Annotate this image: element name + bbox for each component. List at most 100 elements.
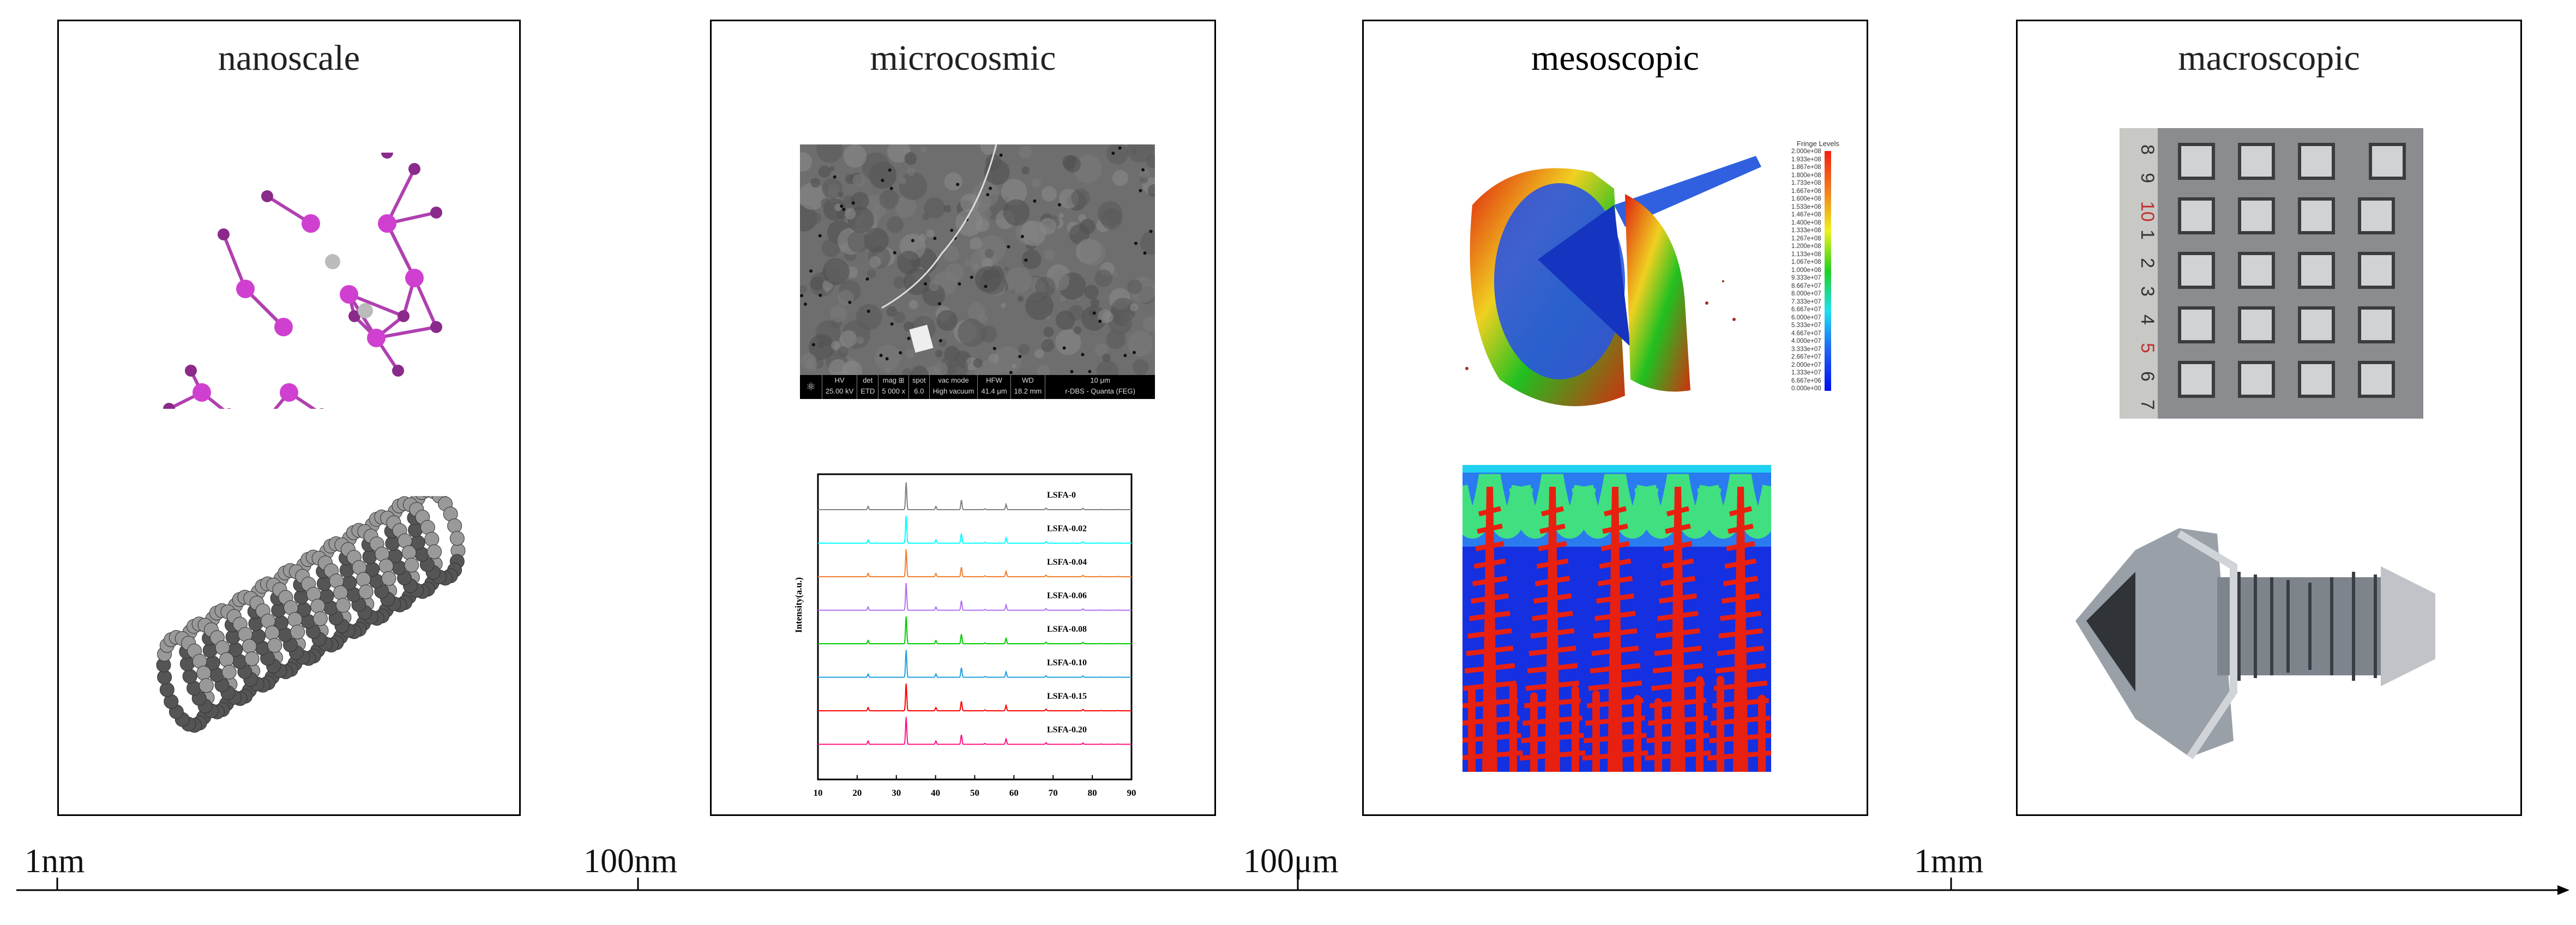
carbon-nanotube-image xyxy=(153,496,469,736)
fringe-level-label: 0.000e+00 xyxy=(1791,385,1821,393)
atom xyxy=(274,318,293,336)
fringe-level-label: 1.067e+08 xyxy=(1791,258,1821,267)
sem-scale-bar: 10 μm xyxy=(1049,375,1152,386)
panel-title: macroscopic xyxy=(2018,38,2520,79)
sample-cube xyxy=(2360,253,2393,287)
atom xyxy=(381,153,393,159)
atom xyxy=(398,310,410,322)
sem-field-key: det xyxy=(860,375,875,386)
fringe-level-label: 4.000e+07 xyxy=(1791,337,1821,346)
x-tick-label: 40 xyxy=(931,788,940,798)
sem-field-value: 41.4 μm xyxy=(981,386,1007,397)
atom xyxy=(261,190,273,202)
fringe-level-label: 1.133e+08 xyxy=(1791,251,1821,259)
atom xyxy=(316,408,328,409)
atom xyxy=(378,214,396,233)
atom xyxy=(185,365,197,377)
fringe-level-label: 1.200e+08 xyxy=(1791,243,1821,251)
printed-samples-photo: 8 9 10 1 2 3 4 5 6 7 xyxy=(2120,128,2423,419)
scale-label-1nm: 1nm xyxy=(25,842,85,881)
atom xyxy=(392,365,404,377)
fringe-level-label: 5.333e+07 xyxy=(1791,322,1821,330)
fringe-level-label: 8.000e+07 xyxy=(1791,290,1821,298)
fringe-title: Fringe Levels xyxy=(1797,140,1839,148)
fringe-level-label: 1.400e+08 xyxy=(1791,219,1821,227)
sample-cube xyxy=(2360,308,2393,342)
sem-field: det ETD xyxy=(857,375,878,399)
sem-field-key: mag ⊞ xyxy=(882,375,905,386)
series-label: LSFA-0.08 xyxy=(1047,625,1087,634)
series-line-LSFA-0 xyxy=(818,482,1131,510)
fringe-level-label: 1.333e+08 xyxy=(1791,227,1821,235)
fringe-level-label: 1.600e+08 xyxy=(1791,195,1821,203)
jet-engine-image xyxy=(2054,485,2448,788)
atom xyxy=(405,269,424,287)
sem-field: HFW 41.4 μm xyxy=(978,375,1010,399)
ruler-digit: 2 xyxy=(2137,258,2158,268)
sem-micrograph: ⚛ HV 25.00 kV det ETD mag ⊞ 5 000 x spot 6.0 vac… xyxy=(800,144,1155,399)
sem-instrument: r-DBS - Quanta (FEG) xyxy=(1049,386,1152,397)
sample-cube xyxy=(2360,362,2393,396)
ruler-digit: 1 xyxy=(2137,229,2158,240)
sem-field: WD 18.2 mm xyxy=(1011,375,1046,399)
x-tick-label: 20 xyxy=(852,788,862,798)
atom xyxy=(408,163,420,175)
fringe-level-label: 1.800e+08 xyxy=(1791,172,1821,180)
fringe-level-label: 2.667e+07 xyxy=(1791,353,1821,361)
fringe-colorbar xyxy=(1825,151,1831,391)
fringe-level-label: 1.533e+08 xyxy=(1791,203,1821,211)
atom xyxy=(280,383,298,402)
scale-label-100nm: 100nm xyxy=(583,842,677,881)
sample-cube xyxy=(2180,362,2213,396)
sem-scale: 10 μm r-DBS - Quanta (FEG) xyxy=(1045,375,1155,399)
atom xyxy=(302,214,320,233)
x-tick-label: 30 xyxy=(892,788,901,798)
sem-field-value: High vacuum xyxy=(933,386,974,397)
dendrite-phase-field-image xyxy=(1462,465,1771,772)
sample-cube xyxy=(2240,199,2273,233)
sample-cube xyxy=(2240,253,2273,287)
fringe-level-label: 6.000e+07 xyxy=(1791,314,1821,322)
series-label: LSFA-0.06 xyxy=(1047,591,1087,601)
fringe-level-label: 1.333e+07 xyxy=(1791,369,1821,377)
sem-field-key: spot xyxy=(912,375,926,386)
sem-field-key: HV xyxy=(826,375,853,386)
sem-field-value: 5 000 x xyxy=(882,386,905,397)
fringe-level-label: 1.000e+08 xyxy=(1791,267,1821,275)
series-label: LSFA-0.02 xyxy=(1047,524,1087,534)
sample-cube xyxy=(2180,144,2213,178)
fringe-level-label: 3.333e+07 xyxy=(1791,346,1821,354)
atom xyxy=(358,303,373,318)
sample-cube xyxy=(2300,308,2333,342)
y-axis-label: Intensity(a.u.) xyxy=(793,577,804,633)
fringe-level-label: 1.467e+08 xyxy=(1791,211,1821,219)
xrd-chart: 10 20 30 40 50 60 70 80 90 Intensity(a.u.) LSFA-0 L… xyxy=(785,469,1145,829)
series-label: LSFA-0.15 xyxy=(1047,692,1087,701)
fringe-level-label: 6.667e+06 xyxy=(1791,377,1821,385)
sample-cube xyxy=(2300,362,2333,396)
ruler-digit: 9 xyxy=(2137,173,2158,183)
atom xyxy=(223,408,235,409)
sem-field-key: vac mode xyxy=(933,375,974,386)
ruler-digit: 7 xyxy=(2137,400,2158,410)
sem-field-value: 25.00 kV xyxy=(826,386,853,397)
ruler-digit: 6 xyxy=(2137,371,2158,382)
panel-title: mesoscopic xyxy=(1364,38,1867,79)
series-label: LSFA-0.04 xyxy=(1047,558,1087,567)
series-label: LSFA-0 xyxy=(1047,491,1076,500)
sem-field-key: WD xyxy=(1014,375,1042,386)
x-tick-label: 70 xyxy=(1049,788,1058,798)
ruler-digit: 5 xyxy=(2137,343,2158,353)
series-label: LSFA-0.20 xyxy=(1047,726,1087,735)
fringe-level-label: 6.667e+07 xyxy=(1791,306,1821,314)
sample-cube xyxy=(2370,144,2404,178)
x-tick-label: 60 xyxy=(1009,788,1019,798)
sample-cube xyxy=(2240,308,2273,342)
atom xyxy=(367,329,386,347)
fringe-level-label: 7.333e+07 xyxy=(1791,298,1821,306)
fringe-level-label: 1.667e+08 xyxy=(1791,188,1821,196)
turbine-stress-simulation-image xyxy=(1450,140,1789,445)
sem-info-bar: ⚛ HV 25.00 kV det ETD mag ⊞ 5 000 x spot 6.0 vac… xyxy=(800,375,1155,399)
sem-field: mag ⊞ 5 000 x xyxy=(878,375,909,399)
atom xyxy=(163,403,175,409)
